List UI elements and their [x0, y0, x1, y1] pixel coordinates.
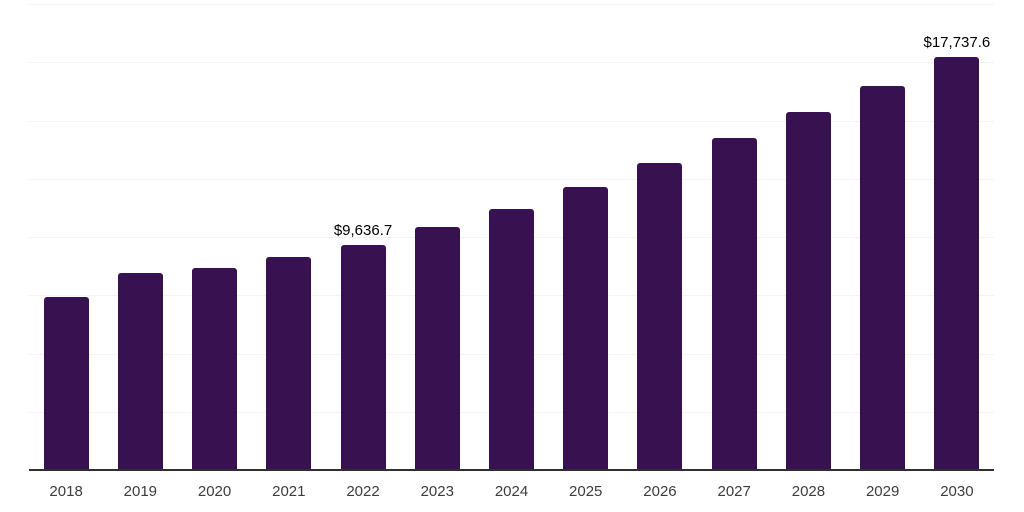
x-tick-label-2021: 2021	[272, 483, 306, 500]
gridline-15000	[29, 120, 994, 122]
bar-2028	[785, 111, 831, 469]
bar-2023	[414, 226, 460, 469]
gridline-17500	[29, 62, 994, 64]
gridline-20000	[29, 4, 994, 5]
x-axis-line	[29, 469, 994, 471]
bar-2027	[711, 137, 757, 469]
x-tick-label-2028: 2028	[791, 483, 826, 500]
bar-2030	[934, 56, 980, 469]
bar-2022	[340, 245, 386, 469]
x-tick-label-2023: 2023	[420, 483, 454, 500]
x-tick-label-2019: 2019	[123, 483, 158, 500]
bar-2024	[489, 209, 534, 469]
gridline-12500	[29, 178, 994, 180]
x-tick-label-2030: 2030	[940, 483, 974, 500]
bar-value-label-2022: $9,636.7	[333, 222, 393, 240]
x-tick-label-2020: 2020	[197, 483, 232, 500]
x-tick-label-2027: 2027	[717, 483, 751, 500]
bar-2019	[117, 273, 163, 469]
bar-2020	[192, 267, 238, 469]
bar-2021	[266, 257, 312, 469]
x-tick-label-2026: 2026	[643, 483, 677, 500]
x-tick-label-2025: 2025	[569, 483, 603, 500]
x-tick-label-2024: 2024	[494, 483, 529, 500]
bar-2026	[637, 162, 683, 469]
bar-2025	[563, 186, 609, 469]
x-tick-label-2029: 2029	[865, 483, 900, 500]
bar-2029	[860, 86, 906, 469]
bar-2018	[43, 297, 89, 469]
x-tick-label-2018: 2018	[49, 483, 83, 500]
bar-value-label-2030: $17,737.6	[923, 33, 991, 51]
x-tick-label-2022: 2022	[346, 483, 380, 500]
